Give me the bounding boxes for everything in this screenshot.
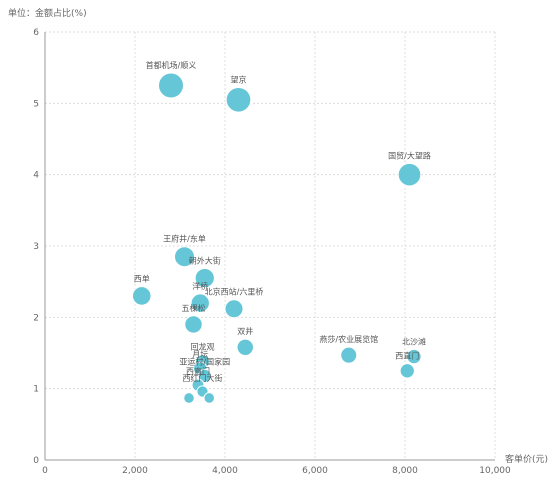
y-tick-label: 3	[33, 242, 39, 252]
y-tick-label: 2	[33, 313, 39, 323]
bubble-label: 首都机场/顺义	[146, 60, 197, 70]
bubble-label: 双井	[237, 326, 253, 336]
bubble-point[interactable]	[406, 348, 422, 365]
bubble-label: 西直门	[395, 351, 419, 361]
y-tick-label: 0	[33, 456, 39, 466]
bubble-point[interactable]	[158, 72, 184, 99]
y-tick-label: 6	[33, 28, 39, 38]
bubble-point[interactable]	[197, 368, 212, 383]
x-axis-title: 客单价(元)	[505, 453, 548, 465]
bubble-label: 西红门大街	[183, 373, 223, 383]
bubble-label: 王府井/东单	[163, 234, 206, 244]
bubble-label: 五棵松	[182, 303, 206, 313]
bubble-label: 西单	[134, 274, 150, 284]
axes: 0 1 2 3 4 5 6 0 2,000 4,000 6,000 8,000 10,000	[33, 28, 511, 476]
x-tick-label: 8,000	[392, 466, 418, 476]
bubble-label: 月坛	[192, 349, 208, 359]
x-tick-label: 6,000	[302, 466, 328, 476]
bubble-label: 望京	[231, 74, 247, 84]
bubble-label: 洋桥	[192, 281, 208, 291]
bubble-label: 西直门	[186, 366, 210, 376]
bubbles	[131, 72, 422, 404]
bubble-point[interactable]	[131, 286, 152, 306]
bubble-point[interactable]	[399, 363, 415, 379]
bubble-point[interactable]	[174, 246, 195, 268]
bubble-label: 燕莎/农业展览馆	[319, 334, 378, 344]
x-tick-label: 10,000	[479, 466, 511, 476]
bubble-point[interactable]	[397, 162, 422, 187]
x-tick-label: 4,000	[212, 466, 238, 476]
bubble-point[interactable]	[225, 86, 252, 113]
y-tick-label: 5	[33, 99, 39, 109]
x-tick-label: 0	[42, 466, 48, 476]
bubble-point[interactable]	[190, 293, 210, 313]
bubble-point[interactable]	[184, 315, 203, 334]
bubble-point[interactable]	[183, 392, 195, 404]
bubble-label: 回龙观	[191, 342, 215, 352]
bubble-point[interactable]	[203, 392, 216, 404]
bubble-point[interactable]	[340, 346, 358, 364]
bubble-label: 国贸/大望路	[388, 150, 431, 160]
bubble-label: 亚运村/国家园	[179, 356, 230, 366]
bubble-label: 北京西站/六里桥	[205, 287, 264, 297]
bubble-point[interactable]	[194, 267, 215, 289]
y-axis-title: 单位：金额占比(%)	[8, 7, 87, 19]
bubble-labels: 首都机场/顺义望京国贸/大望路王府井/东单朝外大街西单洋桥北京西站/六里桥五棵松…	[134, 60, 431, 383]
x-tick-label: 2,000	[122, 466, 148, 476]
y-tick-label: 1	[33, 385, 39, 395]
bubble-point[interactable]	[224, 299, 244, 319]
bubble-label: 朝外大街	[189, 255, 221, 265]
bubble-point[interactable]	[236, 338, 254, 357]
grid-lines	[45, 31, 496, 460]
y-tick-label: 4	[33, 171, 39, 181]
bubble-label: 北沙滩	[402, 336, 426, 346]
